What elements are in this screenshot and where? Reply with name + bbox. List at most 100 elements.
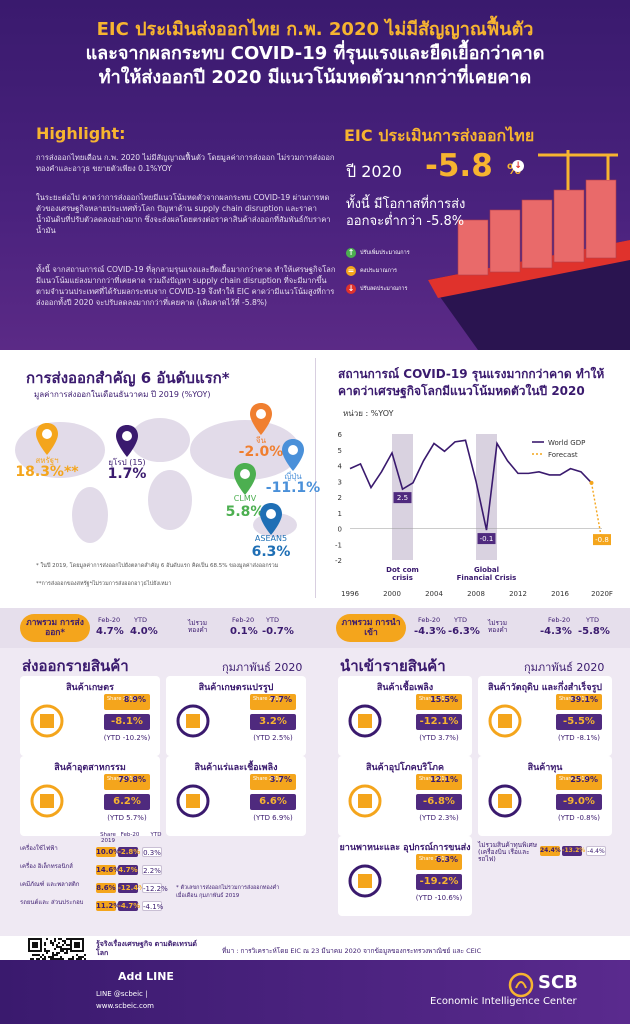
table-share: 11.2% [96, 901, 121, 911]
legend-up: ↑ ปรับเพิ่มประมาณการ [346, 248, 410, 258]
assessment-chance: ทั้งนี้ มีโอกาสที่การส่งออกจะต่ำกว่า -5.… [346, 197, 466, 229]
table-row: เครื่องใช้ไฟฟ้า 10.0% -2.8% 0.3% [20, 846, 170, 858]
import-feb-value: -4.3% [414, 626, 446, 637]
product-icon [488, 704, 522, 738]
source-note: ที่มา : การวิเคราะห์โดย EIC ณ 23 มีนาคม … [222, 947, 482, 955]
brand-full-name: Economic Intelligence Center [430, 996, 577, 1007]
website-link[interactable]: www.scbeic.com [96, 1002, 154, 1010]
import-ytd-label: YTD [454, 616, 467, 624]
y-tick-label: 2 [338, 494, 342, 502]
map-pin-icon [282, 439, 304, 471]
product-ytd: (YTD 2.3%) [419, 814, 459, 822]
share-box: Share 2019 79.8% [104, 774, 150, 790]
table-ytd: 0.3% [142, 847, 162, 857]
product-value: 6.6% [250, 794, 296, 810]
map-title: การส่งออกสำคัญ 6 อันดับแรก* [26, 369, 230, 387]
crisis-label: crisis [392, 574, 413, 582]
exports-heading: ส่งออกรายสินค้า [22, 657, 129, 675]
product-value: -6.8% [416, 794, 462, 810]
table-row-label: เครื่องใช้ไฟฟ้า [20, 845, 58, 852]
legend-down: ↓ ปรับลดประมาณการ [346, 284, 408, 294]
product-ytd: (YTD 3.7%) [419, 734, 459, 742]
share-label: Share 2019 [107, 776, 136, 782]
import-nogold-ytd: -5.8% [578, 626, 610, 637]
map-pin-name: ยุโรป (15) [108, 458, 146, 467]
share-value: 8.9% [123, 695, 146, 704]
map-pin-value: 5.8% [225, 504, 265, 520]
data-label-box [477, 533, 496, 545]
share-label: Share 2019 [419, 856, 448, 862]
export-nogold-label: ไม่รวม ทองคำ [188, 619, 208, 634]
map-pin-icon [116, 425, 138, 457]
export-overview-pill: ภาพรวม การส่งออก* [20, 614, 90, 642]
highlight-heading: Highlight: [36, 124, 126, 143]
share-label: Share 2019 [253, 776, 282, 782]
share-box: Share 2019 39.1% [556, 694, 602, 710]
product-ytd: (YTD -8.1%) [558, 734, 600, 742]
product-card-title: สินค้าเกษตร [66, 683, 114, 693]
map-pin-name: จีน [255, 436, 267, 445]
import-ytd-value: -6.3% [448, 626, 480, 637]
export-nogold-ytd: -0.7% [262, 626, 294, 637]
import-nogold-feb-label: Feb-20 [548, 616, 571, 624]
share-label: Share 2019 [107, 696, 136, 702]
y-tick-label: 0 [338, 526, 342, 534]
down-arrow-icon: ↓ [512, 160, 524, 172]
imports-month: กุมภาพันธ์ 2020 [524, 661, 605, 674]
table-header: Feb-20 [120, 832, 140, 838]
brand-bar [0, 960, 630, 1024]
product-ytd: (YTD 2.5%) [253, 734, 293, 742]
share-value: 15.5% [430, 695, 458, 704]
crisis-label: Dot com [386, 566, 419, 574]
table-ytd: 2.2% [142, 865, 162, 875]
exports-month: กุมภาพันธ์ 2020 [222, 661, 303, 674]
chart-title: สถานการณ์ COVID-19 รุนแรงมากกว่าคาด ทำให… [338, 367, 605, 398]
table-row: เครื่อง อิเล็กทรอนิกส์ 14.6% 4.7% 2.2% [20, 864, 170, 876]
product-icon [30, 784, 64, 818]
line-id[interactable]: LINE @scbeic | [96, 990, 148, 998]
product-ytd: (YTD -10.6%) [415, 894, 463, 902]
product-icon [348, 784, 382, 818]
x-tick-label: 2004 [425, 590, 443, 598]
share-box: Share 2019 12.1% [416, 774, 462, 790]
import-nogold-feb: -4.3% [540, 626, 572, 637]
data-label-box [593, 534, 611, 546]
table-feb: -12.4% [118, 883, 146, 893]
product-card-title: สินค้าวัตถุดิบ และกึ่งสำเร็จรูป [487, 683, 603, 693]
y-tick-label: 5 [338, 447, 342, 455]
export-feb-label: Feb-20 [98, 616, 121, 624]
map-pin-icon [234, 463, 256, 495]
add-line-button[interactable]: Add LINE [118, 970, 174, 983]
brand-name: SCB [538, 972, 578, 993]
table-row-label: เครื่อง อิเล็กทรอนิกส์ [20, 863, 73, 870]
capital-row-label: ไม่รวมสินค้าทุนพิเศษ (เครื่องบิน เรือและ… [478, 841, 538, 863]
scb-logo-icon [508, 972, 534, 998]
share-value: 39.1% [570, 695, 598, 704]
product-value: -19.2% [416, 874, 462, 890]
y-tick-label: 3 [338, 478, 342, 486]
product-card-title: สินค้าแร่และเชื้อเพลิง [194, 763, 278, 773]
map-pin-icon [36, 423, 58, 455]
map-note-2: **การส่งออกของสหรัฐฯไม่รวมการส่งออกอาวุธ… [36, 581, 172, 587]
table-row-label: รถยนต์และ ส่วนประกอบ [20, 899, 84, 906]
table-share: 8.6% [96, 883, 116, 893]
share-box: Share 2019 8.9% [104, 694, 150, 710]
map-pin-name: สหรัฐฯ [35, 456, 59, 465]
y-tick-label: -1 [335, 541, 342, 549]
share-box: Share 2019 7.7% [250, 694, 296, 710]
y-tick-label: 4 [338, 463, 343, 471]
data-label: -0.8 [595, 536, 609, 544]
x-tick-label: 2008 [467, 590, 485, 598]
export-nogold-feb: 0.1% [230, 626, 258, 637]
product-value: -8.1% [104, 714, 150, 730]
export-ytd-value: 4.0% [130, 626, 158, 637]
map-pin-name: ASEAN5 [254, 534, 288, 543]
product-ytd: (YTD -0.8%) [558, 814, 600, 822]
map-pin-value: -11.1% [265, 480, 321, 496]
table-feb: 4.7% [118, 865, 138, 875]
share-label: Share 2019 [419, 696, 448, 702]
product-card-title: สินค้าอุปโภคบริโภค [366, 763, 444, 773]
product-icon [176, 704, 210, 738]
share-label: Share 2019 [559, 776, 588, 782]
summary-strip [0, 608, 630, 648]
